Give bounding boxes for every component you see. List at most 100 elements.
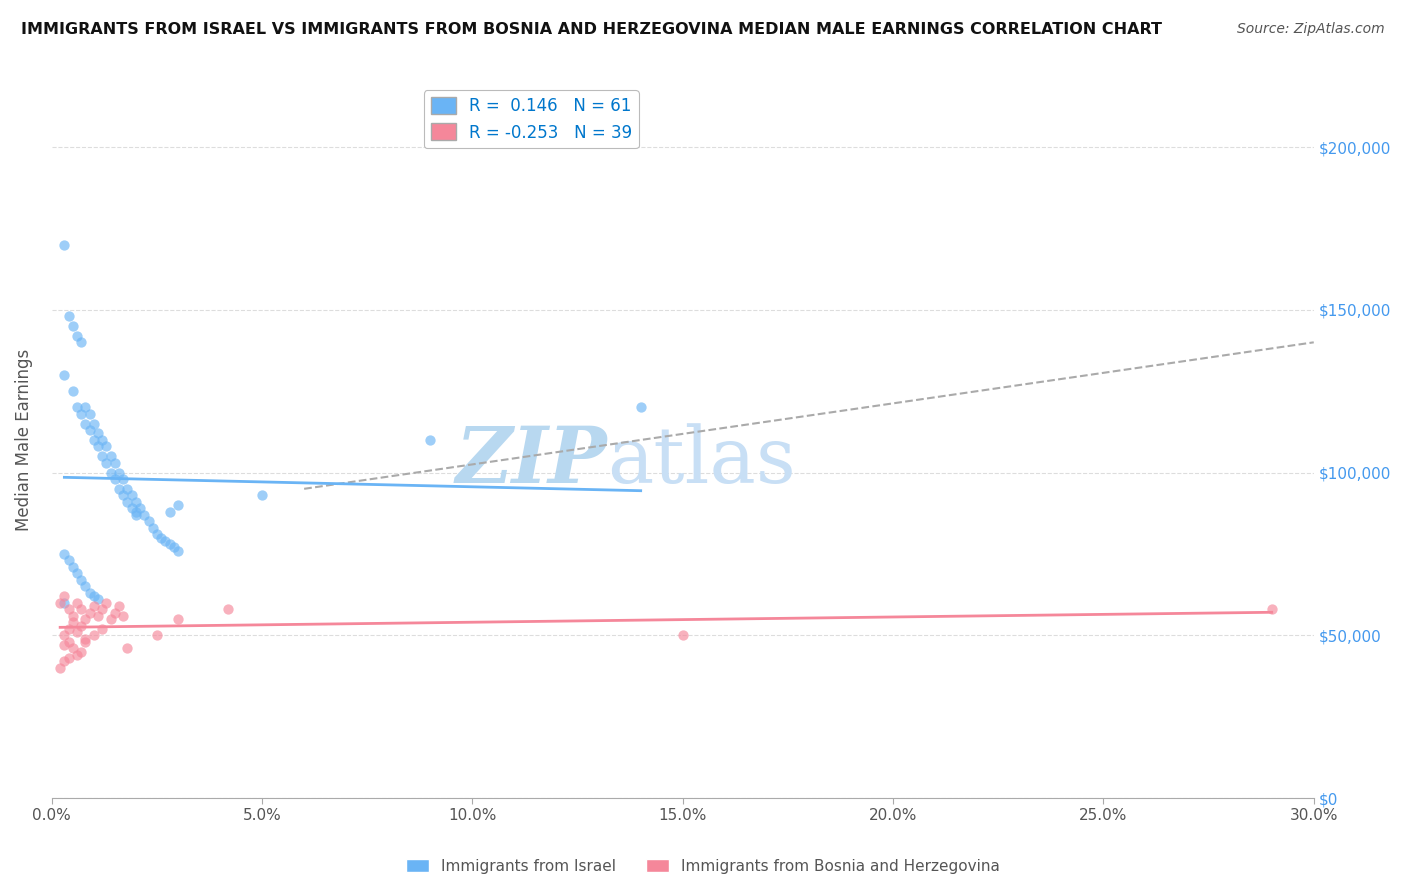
Text: atlas: atlas — [607, 424, 796, 500]
Point — [138, 514, 160, 528]
Point — [79, 606, 101, 620]
Point — [419, 433, 441, 447]
Point — [104, 472, 127, 486]
Point — [53, 654, 76, 668]
Point — [53, 237, 76, 252]
Point — [155, 533, 177, 548]
Point — [142, 521, 165, 535]
Point — [159, 537, 181, 551]
Point — [70, 335, 93, 350]
Point — [87, 592, 110, 607]
Point — [83, 433, 105, 447]
Point — [96, 440, 118, 454]
Y-axis label: Median Male Earnings: Median Male Earnings — [15, 349, 32, 531]
Point — [53, 368, 76, 382]
Point — [117, 495, 139, 509]
Point — [62, 641, 84, 656]
Point — [87, 440, 110, 454]
Point — [83, 599, 105, 613]
Legend: Immigrants from Israel, Immigrants from Bosnia and Herzegovina: Immigrants from Israel, Immigrants from … — [399, 853, 1007, 880]
Text: IMMIGRANTS FROM ISRAEL VS IMMIGRANTS FROM BOSNIA AND HERZEGOVINA MEDIAN MALE EAR: IMMIGRANTS FROM ISRAEL VS IMMIGRANTS FRO… — [21, 22, 1163, 37]
Point — [70, 602, 93, 616]
Point — [146, 628, 169, 642]
Point — [100, 612, 122, 626]
Point — [83, 589, 105, 603]
Legend: R =  0.146   N = 61, R = -0.253   N = 39: R = 0.146 N = 61, R = -0.253 N = 39 — [425, 90, 638, 148]
Point — [250, 488, 273, 502]
Point — [96, 456, 118, 470]
Point — [117, 482, 139, 496]
Point — [66, 401, 89, 415]
Point — [112, 488, 135, 502]
Point — [125, 505, 148, 519]
Point — [70, 644, 93, 658]
Point — [75, 401, 97, 415]
Point — [87, 608, 110, 623]
Point — [108, 599, 131, 613]
Point — [125, 495, 148, 509]
Point — [75, 635, 97, 649]
Point — [58, 635, 80, 649]
Point — [87, 426, 110, 441]
Point — [159, 505, 181, 519]
Point — [79, 423, 101, 437]
Point — [58, 310, 80, 324]
Point — [66, 596, 89, 610]
Point — [66, 625, 89, 640]
Point — [66, 648, 89, 662]
Point — [53, 638, 76, 652]
Point — [1260, 602, 1282, 616]
Point — [117, 641, 139, 656]
Point — [125, 508, 148, 522]
Point — [62, 384, 84, 399]
Point — [104, 606, 127, 620]
Point — [121, 488, 143, 502]
Point — [91, 450, 114, 464]
Point — [53, 589, 76, 603]
Point — [100, 466, 122, 480]
Point — [167, 543, 190, 558]
Point — [150, 531, 173, 545]
Point — [62, 319, 84, 334]
Point — [79, 586, 101, 600]
Point — [49, 661, 72, 675]
Point — [62, 615, 84, 630]
Point — [217, 602, 239, 616]
Point — [108, 482, 131, 496]
Point — [129, 501, 152, 516]
Point — [83, 417, 105, 431]
Point — [163, 541, 186, 555]
Point — [96, 596, 118, 610]
Point — [66, 328, 89, 343]
Point — [70, 407, 93, 421]
Point — [100, 450, 122, 464]
Point — [630, 401, 652, 415]
Point — [91, 602, 114, 616]
Point — [75, 612, 97, 626]
Point — [672, 628, 695, 642]
Point — [134, 508, 156, 522]
Point — [75, 579, 97, 593]
Point — [167, 498, 190, 512]
Point — [83, 628, 105, 642]
Text: ZIP: ZIP — [456, 423, 607, 500]
Point — [58, 622, 80, 636]
Point — [70, 618, 93, 632]
Point — [75, 417, 97, 431]
Point — [53, 628, 76, 642]
Point — [53, 547, 76, 561]
Point — [58, 651, 80, 665]
Text: Source: ZipAtlas.com: Source: ZipAtlas.com — [1237, 22, 1385, 37]
Point — [75, 632, 97, 646]
Point — [62, 560, 84, 574]
Point — [108, 466, 131, 480]
Point — [91, 622, 114, 636]
Point — [104, 456, 127, 470]
Point — [70, 573, 93, 587]
Point — [167, 612, 190, 626]
Point — [49, 596, 72, 610]
Point — [53, 596, 76, 610]
Point — [112, 608, 135, 623]
Point — [112, 472, 135, 486]
Point — [58, 553, 80, 567]
